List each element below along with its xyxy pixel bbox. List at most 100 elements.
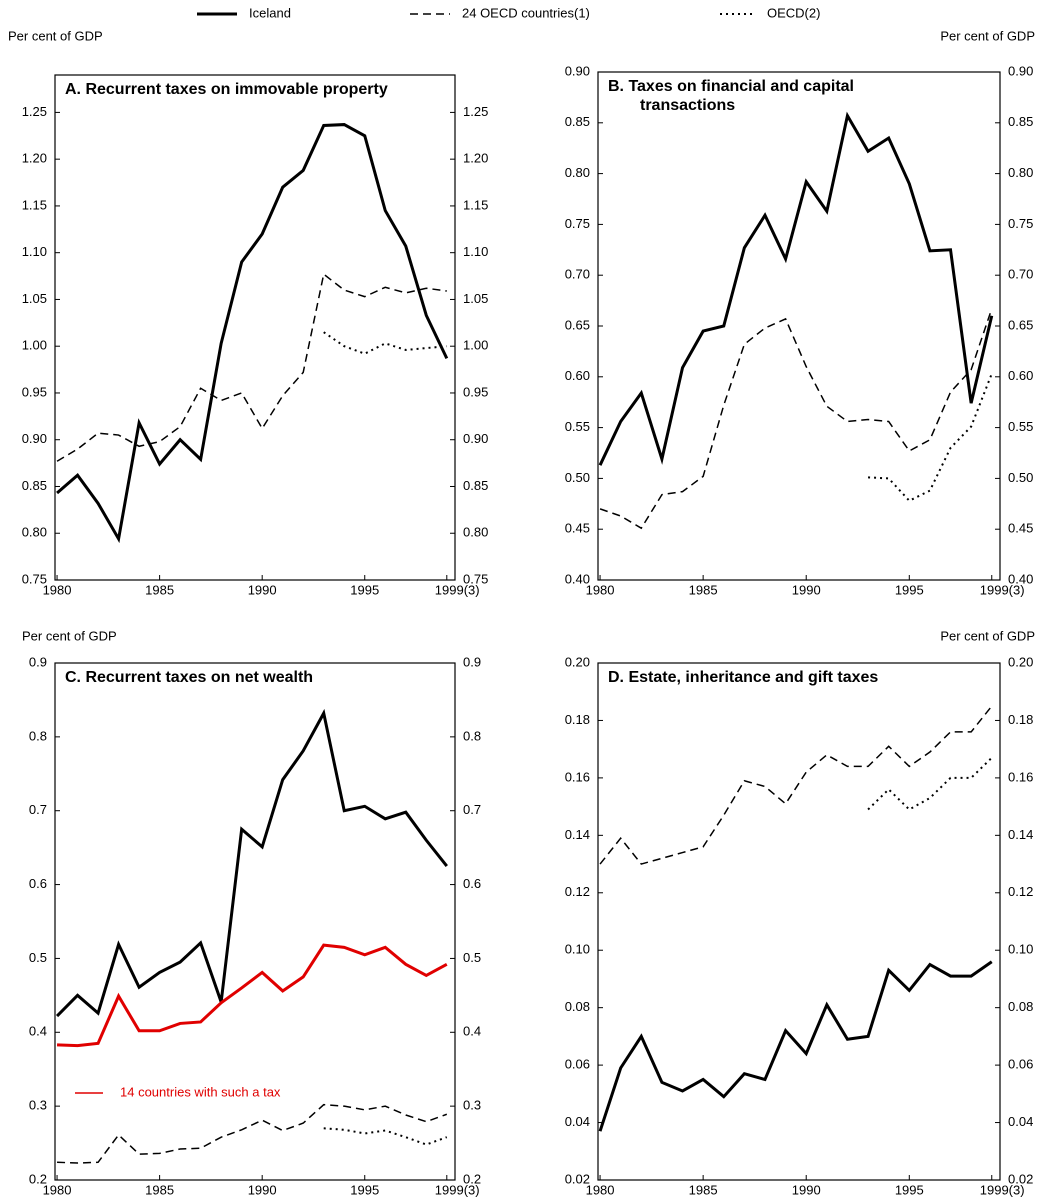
y-axis-label: Per cent of GDP: [940, 628, 1035, 643]
x-tick-label: 1985: [689, 1182, 718, 1197]
y-tick-label: 0.08: [1008, 999, 1033, 1014]
y-tick-label: 1.25: [463, 104, 488, 119]
y-tick-label: 0.85: [22, 478, 47, 493]
y-tick-label: 0.85: [1008, 114, 1033, 129]
y-tick-label: 1.00: [463, 338, 488, 353]
y-tick-label: 0.6: [29, 876, 47, 891]
plot-frame: [597, 662, 1001, 1181]
y-tick-label: 0.8: [463, 728, 481, 743]
y-tick-label: 0.90: [565, 63, 590, 78]
series-line: [56, 272, 447, 462]
legend-label: OECD(2): [767, 5, 820, 20]
series-line: [598, 960, 993, 1132]
series-line: [599, 705, 993, 865]
y-tick-label: 0.50: [1008, 470, 1033, 485]
y-tick-label: 0.04: [1008, 1114, 1033, 1129]
series-line: [57, 1103, 448, 1164]
x-tick-label: 1985: [145, 1182, 174, 1197]
y-tick-label: 0.80: [22, 525, 47, 540]
y-tick-label: 0.40: [565, 571, 590, 586]
y-tick-label: 0.80: [463, 525, 488, 540]
x-tick-label: 1999(3): [435, 582, 480, 597]
y-tick-label: 0.3: [463, 1098, 481, 1113]
x-tick-label: 1990: [248, 1182, 277, 1197]
plot-frame: [54, 662, 456, 1181]
y-tick-label: 1.05: [463, 291, 488, 306]
y-tick-label: 0.12: [1008, 884, 1033, 899]
y-tick-label: 0.65: [1008, 317, 1033, 332]
y-tick-label: 0.45: [565, 521, 590, 536]
y-tick-label: 0.80: [1008, 165, 1033, 180]
y-tick-label: 0.14: [565, 827, 590, 842]
y-tick-label: 0.75: [22, 571, 47, 586]
y-axis-label: Per cent of GDP: [22, 628, 117, 643]
y-tick-label: 1.20: [463, 151, 488, 166]
series-line: [868, 373, 993, 502]
y-tick-label: 0.40: [1008, 571, 1033, 586]
y-tick-label: 1.15: [463, 197, 488, 212]
series-line: [56, 943, 448, 1048]
x-tick-label: 1980: [43, 1182, 72, 1197]
legend-label: Iceland: [249, 5, 291, 20]
y-tick-label: 0.95: [463, 384, 488, 399]
y-tick-label: 0.3: [29, 1098, 47, 1113]
y-tick-label: 0.10: [1008, 942, 1033, 957]
y-axis-label: Per cent of GDP: [940, 28, 1035, 43]
x-tick-label: 1999(3): [980, 1182, 1025, 1197]
y-tick-label: 0.75: [565, 216, 590, 231]
x-tick-label: 1999(3): [435, 1182, 480, 1197]
y-tick-label: 1.15: [22, 197, 47, 212]
y-tick-label: 0.90: [22, 431, 47, 446]
y-tick-label: 0.50: [565, 470, 590, 485]
y-tick-label: 0.60: [1008, 368, 1033, 383]
y-tick-label: 0.2: [29, 1171, 47, 1186]
x-tick-label: 1995: [350, 1182, 379, 1197]
series-line: [599, 308, 993, 530]
chart-title: B. Taxes on financial and capital transa…: [608, 78, 854, 114]
y-tick-label: 0.02: [1008, 1171, 1033, 1186]
series-line: [867, 757, 993, 811]
y-tick-label: 0.9: [29, 654, 47, 669]
y-tick-label: 0.75: [463, 571, 488, 586]
y-tick-label: 1.10: [463, 244, 488, 259]
y-tick-label: 0.70: [1008, 267, 1033, 282]
y-tick-label: 0.04: [565, 1114, 590, 1129]
y-tick-label: 0.08: [565, 999, 590, 1014]
series-line: [55, 708, 448, 1018]
plot-frame: [54, 74, 456, 581]
y-tick-label: 0.55: [565, 419, 590, 434]
y-tick-label: 0.20: [565, 654, 590, 669]
y-tick-label: 0.20: [1008, 654, 1033, 669]
y-tick-label: 0.12: [565, 884, 590, 899]
y-tick-label: 0.18: [1008, 712, 1033, 727]
x-tick-label: 1980: [586, 1182, 615, 1197]
series-line: [56, 123, 449, 544]
y-tick-label: 0.7: [463, 802, 481, 817]
y-tick-label: 0.9: [463, 654, 481, 669]
chart-title: A. Recurrent taxes on immovable property: [65, 81, 388, 98]
y-tick-label: 0.70: [565, 267, 590, 282]
y-tick-label: 1.00: [22, 338, 47, 353]
y-tick-label: 0.16: [565, 769, 590, 784]
chart-title: D. Estate, inheritance and gift taxes: [608, 669, 879, 686]
chart-title: C. Recurrent taxes on net wealth: [65, 669, 314, 686]
y-tick-label: 0.75: [1008, 216, 1033, 231]
y-tick-label: 0.06: [1008, 1057, 1033, 1072]
x-tick-label: 1990: [792, 582, 821, 597]
y-tick-label: 0.80: [565, 165, 590, 180]
y-tick-label: 0.90: [463, 431, 488, 446]
legend-label: 24 OECD countries(1): [462, 5, 590, 20]
series-line: [598, 111, 994, 466]
series-line: [323, 1127, 448, 1146]
plot-frame: [597, 71, 1001, 581]
y-tick-label: 1.20: [22, 151, 47, 166]
y-tick-label: 0.06: [565, 1057, 590, 1072]
y-tick-label: 1.05: [22, 291, 47, 306]
y-tick-label: 0.45: [1008, 521, 1033, 536]
y-tick-label: 0.60: [565, 368, 590, 383]
series-line: [323, 331, 447, 355]
x-tick-label: 1985: [145, 582, 174, 597]
y-tick-label: 1.25: [22, 104, 47, 119]
y-tick-label: 0.18: [565, 712, 590, 727]
